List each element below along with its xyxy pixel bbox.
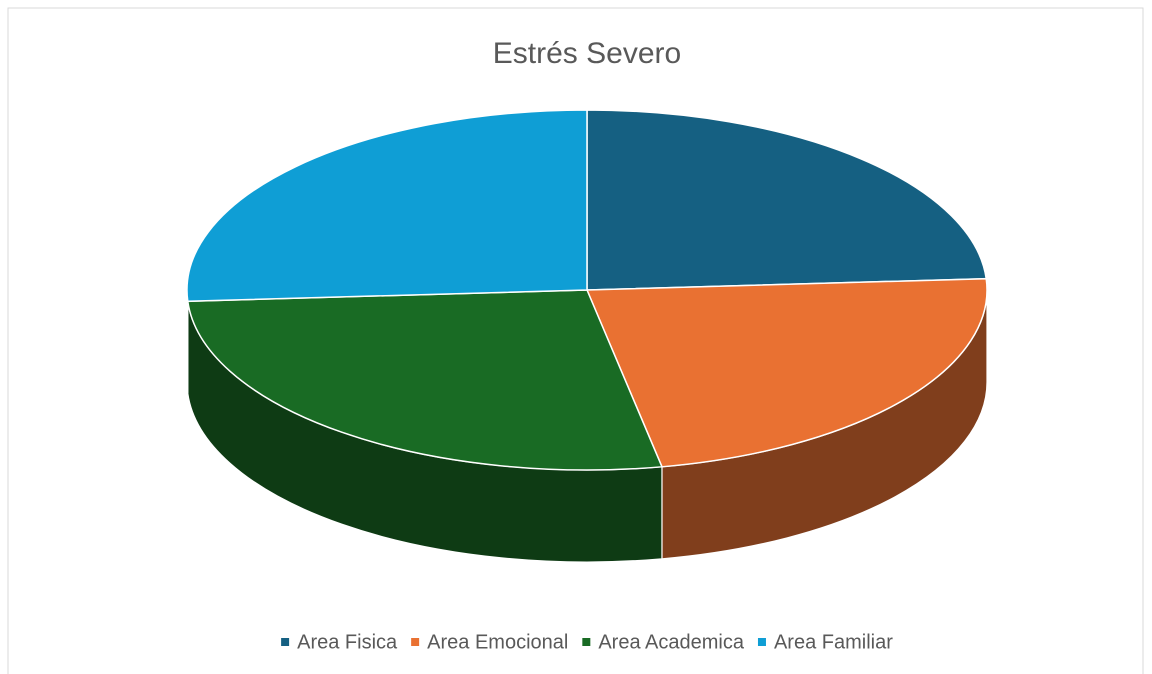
pie-slice-side: [186, 289, 189, 394]
legend-label: Area Fisica: [297, 631, 398, 653]
pie-slice: [186, 109, 588, 303]
legend-marker: [281, 638, 290, 646]
legend: Area Fisica Area Emocional Area Academica A…: [281, 631, 893, 653]
legend-marker: [582, 638, 591, 646]
chart-title: Estrés Severo: [493, 37, 681, 70]
pie-slice: [586, 109, 988, 291]
pie-slice: [186, 289, 664, 471]
legend-marker: [757, 638, 766, 646]
legend-label: Area Academica: [598, 631, 745, 653]
legend-label: Area Emocional: [427, 631, 568, 653]
legend-marker: [411, 638, 420, 646]
pie-slice: [585, 277, 988, 468]
chart-frame: [7, 7, 1144, 674]
legend-label: Area Familiar: [774, 631, 893, 653]
pie: [186, 109, 988, 563]
